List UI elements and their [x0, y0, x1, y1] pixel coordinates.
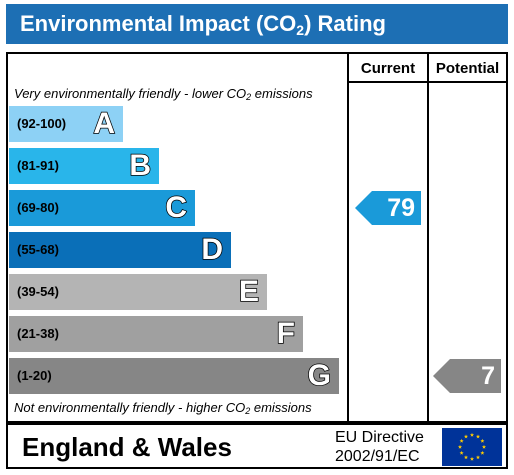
star-icon: [459, 438, 464, 443]
band-range-label: (1-20): [17, 368, 52, 383]
footer: England & Wales EU Directive 2002/91/EC: [6, 423, 508, 469]
star-icon: [480, 438, 485, 443]
band-d: (55-68) D: [9, 232, 231, 268]
bottom-note-subscript: 2: [245, 406, 251, 416]
title-text: Environmental Impact (CO: [20, 11, 297, 36]
directive-line-2: 2002/91/EC: [335, 448, 420, 465]
band-range-label: (39-54): [17, 284, 59, 299]
top-note-text: Very environmentally friendly - lower CO: [14, 86, 247, 101]
band-letter-label: G: [307, 358, 332, 393]
top-note-suffix: emissions: [251, 86, 313, 101]
band-range-label: (21-38): [17, 326, 59, 341]
potential-rating-arrow: 7: [433, 359, 501, 393]
current-rating-value: 79: [387, 194, 415, 222]
star-icon: [459, 450, 464, 455]
star-icon: [475, 434, 481, 439]
band-range-label: (69-80): [17, 200, 59, 215]
band-letter-label: B: [129, 148, 152, 183]
band-c: (69-80) C: [9, 190, 195, 226]
chart-title: Environmental Impact (CO2) Rating: [6, 4, 508, 44]
band-letter-label: A: [93, 106, 116, 141]
band-range-label: (55-68): [17, 242, 59, 257]
band-range-label: (92-100): [17, 116, 67, 131]
band-b: (81-91) B: [9, 148, 159, 184]
star-icon: [463, 434, 469, 439]
divider-current: [347, 54, 349, 421]
band-letter-label: F: [276, 316, 296, 351]
potential-arrow-shape: [433, 359, 501, 393]
column-header-potential: Potential: [435, 60, 500, 77]
star-icon: [469, 456, 475, 461]
band-letter-label: E: [238, 274, 260, 309]
band-letter-label: D: [201, 232, 224, 267]
directive-line-1: EU Directive: [335, 429, 424, 446]
star-icon: [469, 432, 475, 437]
star-icon: [475, 455, 481, 460]
top-note-subscript: 2: [246, 92, 252, 102]
country-label: England & Wales: [22, 432, 232, 462]
top-note: Very environmentally friendly - lower CO…: [14, 86, 313, 102]
current-arrow-shape: [355, 191, 421, 225]
rating-frame: Current Potential Very environmentally f…: [6, 52, 508, 423]
bottom-note-text: Not environmentally friendly - higher CO: [14, 400, 246, 415]
title-subscript: 2: [296, 22, 305, 38]
star-icon: [481, 444, 487, 449]
star-icon: [480, 450, 485, 455]
star-icon: [457, 444, 463, 449]
band-g: (1-20) G: [9, 358, 339, 394]
column-header-current: Current: [360, 60, 416, 77]
eu-flag-icon: [442, 428, 502, 466]
current-rating-arrow: 79: [355, 191, 421, 225]
bottom-note: Not environmentally friendly - higher CO…: [14, 400, 312, 416]
title-text-suffix: ) Rating: [304, 11, 386, 36]
band-e: (39-54) E: [9, 274, 267, 310]
header-divider: [347, 81, 506, 83]
band-a: (92-100) A: [9, 106, 123, 142]
eu-directive: EU Directive 2002/91/EC: [335, 428, 424, 466]
potential-rating-value: 7: [481, 362, 495, 390]
band-f: (21-38) F: [9, 316, 303, 352]
star-icon: [463, 455, 469, 460]
divider-potential: [427, 54, 429, 421]
bottom-note-suffix: emissions: [250, 400, 312, 415]
band-letter-label: C: [165, 190, 188, 225]
band-range-label: (81-91): [17, 158, 59, 173]
